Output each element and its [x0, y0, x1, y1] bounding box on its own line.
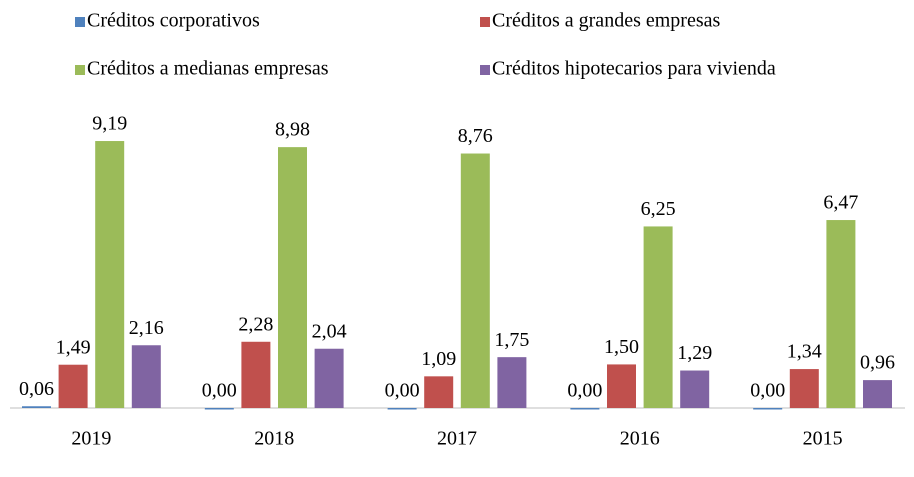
value-label: 1,34 [787, 341, 822, 363]
bar [753, 408, 783, 410]
bar [95, 141, 125, 408]
bar [460, 153, 490, 408]
value-label: 1,29 [677, 342, 712, 364]
value-label: 1,50 [604, 336, 639, 358]
value-label: 1,49 [56, 336, 91, 358]
bar [607, 364, 636, 408]
bar [789, 369, 819, 408]
bar [241, 341, 271, 408]
bar [387, 408, 417, 410]
x-tick-label: 2017 [437, 428, 477, 450]
x-tick-label: 2019 [71, 428, 111, 450]
legend-swatch [480, 17, 490, 27]
legend-label: Créditos hipotecarios para vivienda [492, 58, 776, 80]
value-label: 0,00 [750, 380, 785, 402]
bar [131, 345, 161, 408]
bar [22, 406, 51, 408]
legend-swatch [480, 65, 490, 75]
value-label: 6,25 [641, 198, 676, 220]
legend-swatch [75, 17, 85, 27]
value-label: 1,09 [421, 348, 456, 370]
value-label: 0,06 [19, 378, 54, 400]
bar [204, 408, 234, 410]
bar [643, 226, 673, 408]
value-label: 9,19 [92, 113, 127, 135]
x-tick-label: 2016 [620, 428, 660, 450]
x-tick-label: 2015 [803, 428, 843, 450]
bar [314, 348, 344, 408]
value-label: 2,16 [129, 317, 164, 339]
value-label: 8,98 [275, 119, 310, 141]
value-label: 0,00 [385, 380, 420, 402]
value-label: 0,96 [860, 352, 895, 374]
value-label: 2,28 [238, 313, 273, 335]
bar [278, 147, 307, 409]
bar [863, 380, 892, 408]
legend-swatch [75, 65, 85, 75]
value-label: 2,04 [312, 320, 347, 342]
bar [424, 376, 454, 408]
bar [826, 220, 856, 408]
bar [58, 364, 88, 408]
value-label: 1,75 [494, 329, 529, 351]
bar [497, 357, 527, 408]
value-label: 6,47 [823, 192, 858, 214]
legend-label: Créditos a grandes empresas [492, 10, 720, 32]
value-label: 0,00 [202, 380, 237, 402]
value-label: 8,76 [458, 125, 493, 147]
x-tick-label: 2018 [254, 428, 294, 450]
legend-label: Créditos a medianas empresas [87, 58, 329, 80]
value-label: 0,00 [567, 380, 602, 402]
legend-label: Créditos corporativos [87, 10, 260, 32]
bar [570, 408, 600, 410]
bar [680, 370, 710, 408]
